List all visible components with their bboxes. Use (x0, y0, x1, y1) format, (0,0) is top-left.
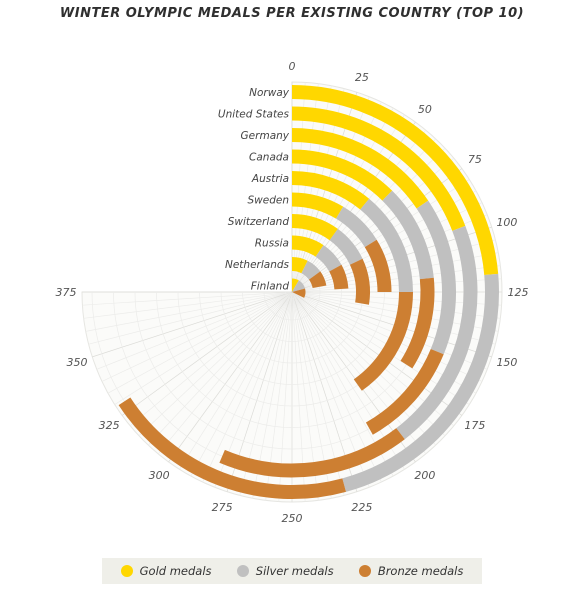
grid-radial-line (157, 291, 293, 455)
legend-item-silver: Silver medals (236, 564, 334, 578)
bar-silver-medals-austria (360, 198, 413, 293)
bar-silver-medals-norway (342, 273, 499, 492)
legend-label-silver: Silver medals (255, 564, 334, 578)
country-label: Finland (251, 281, 290, 293)
legend-swatch-silver (236, 565, 249, 577)
grid-background (81, 81, 503, 503)
bar-bronze-medals-norway (118, 397, 346, 499)
bar-bronze-medals-netherlands (308, 271, 327, 289)
bar-silver-medals-canada (382, 190, 434, 280)
grid-radial-line (129, 291, 293, 427)
bar-bronze-medals-germany (365, 348, 444, 435)
tick-label: 175 (464, 419, 485, 432)
grid-radial-line (101, 291, 293, 382)
tick-label: 250 (282, 512, 303, 525)
bar-silver-medals-netherlands (301, 260, 321, 280)
grid-radial-line (147, 291, 293, 446)
bar-gold-medals-finland (291, 278, 299, 293)
bar-silver-medals-sweden (335, 206, 377, 248)
tick-label: 150 (496, 356, 517, 369)
chart-tick-labels: 0 25 50 75 100 125 150 175 200 225 250 275 300 325 350… (56, 60, 529, 525)
bar-bronze-medals-sweden (364, 239, 392, 293)
tick-label: 25 (355, 71, 369, 84)
bar-gold-medals-russia (291, 235, 324, 257)
bar-silver-medals-russia (315, 245, 342, 272)
bar-gold-medals-switzerland (291, 214, 338, 241)
bar-silver-medals-united-states (396, 225, 478, 440)
country-label: Norway (249, 87, 290, 99)
legend-swatch-gold (120, 565, 133, 577)
tick-label: 200 (414, 469, 435, 482)
bar-bronze-medals-switzerland (349, 258, 370, 305)
bar-gold-medals-germany (291, 128, 429, 209)
chart-legend: Gold medals Silver medals Bronze medals (102, 558, 482, 584)
grid-radial-line (96, 291, 293, 370)
grid-radial-line (202, 291, 293, 483)
tick-label: 275 (212, 501, 233, 514)
grid-radial-line (88, 291, 293, 345)
bar-gold-medals-sweden (291, 192, 344, 219)
grid-radial-line (168, 291, 293, 463)
country-label: United States (218, 109, 290, 121)
bar-bronze-medals-united-states (219, 428, 405, 478)
bar-bronze-medals-russia (329, 264, 349, 290)
tick-label: 375 (56, 286, 77, 299)
tick-label: 50 (418, 103, 432, 116)
country-label: Switzerland (228, 216, 290, 228)
tick-label: 350 (67, 356, 88, 369)
grid-radial-line (82, 291, 293, 306)
bar-silver-medals-germany (416, 200, 456, 355)
grid-radial-line (114, 291, 293, 405)
legend-item-bronze: Bronze medals (358, 564, 464, 578)
bar-silver-medals-finland (291, 280, 306, 293)
bar-gold-medals-austria (291, 171, 370, 210)
chart-country-labels: Norway United States Germany Canada Austria S… (218, 87, 290, 293)
grid-radial-line (83, 291, 293, 319)
legend-label-bronze: Bronze medals (377, 564, 464, 578)
bar-gold-medals-united-states (291, 106, 466, 231)
legend-swatch-bronze (358, 565, 371, 577)
bar-silver-medals-switzerland (329, 228, 363, 265)
tick-label: 75 (468, 153, 482, 166)
tick-label: 125 (508, 286, 529, 299)
bar-gold-medals-norway (291, 85, 499, 276)
tick-label: 100 (496, 216, 517, 229)
grid-radial-line (85, 291, 293, 332)
bar-gold-medals-netherlands (291, 257, 308, 274)
grid-radial-line (121, 291, 293, 416)
country-label: Sweden (248, 195, 290, 207)
bar-bronze-medals-austria (353, 291, 413, 391)
tick-label: 325 (99, 419, 120, 432)
bar-gold-medals-canada (291, 149, 393, 201)
chart-bars (118, 85, 499, 499)
tick-label: 0 (289, 60, 296, 73)
country-label: Canada (249, 152, 289, 164)
country-label: Russia (255, 238, 289, 250)
grid-radial-line (92, 291, 293, 358)
country-label: Germany (241, 130, 290, 142)
country-label: Netherlands (225, 259, 290, 271)
chart-grid (81, 81, 503, 503)
bar-bronze-medals-finland (291, 288, 306, 298)
tick-label: 225 (351, 501, 372, 514)
tick-label: 300 (149, 469, 170, 482)
bar-bronze-medals-canada (400, 277, 435, 369)
grid-radial-line (107, 291, 293, 394)
legend-label-gold: Gold medals (139, 564, 212, 578)
grid-radial-line (190, 291, 293, 477)
country-label: Austria (251, 173, 289, 185)
legend-item-gold: Gold medals (120, 564, 212, 578)
grid-radial-line (138, 291, 293, 437)
grid-radial-line (179, 291, 293, 470)
chart-title: WINTER OLYMPIC MEDALS PER EXISTING COUNT… (59, 6, 525, 21)
